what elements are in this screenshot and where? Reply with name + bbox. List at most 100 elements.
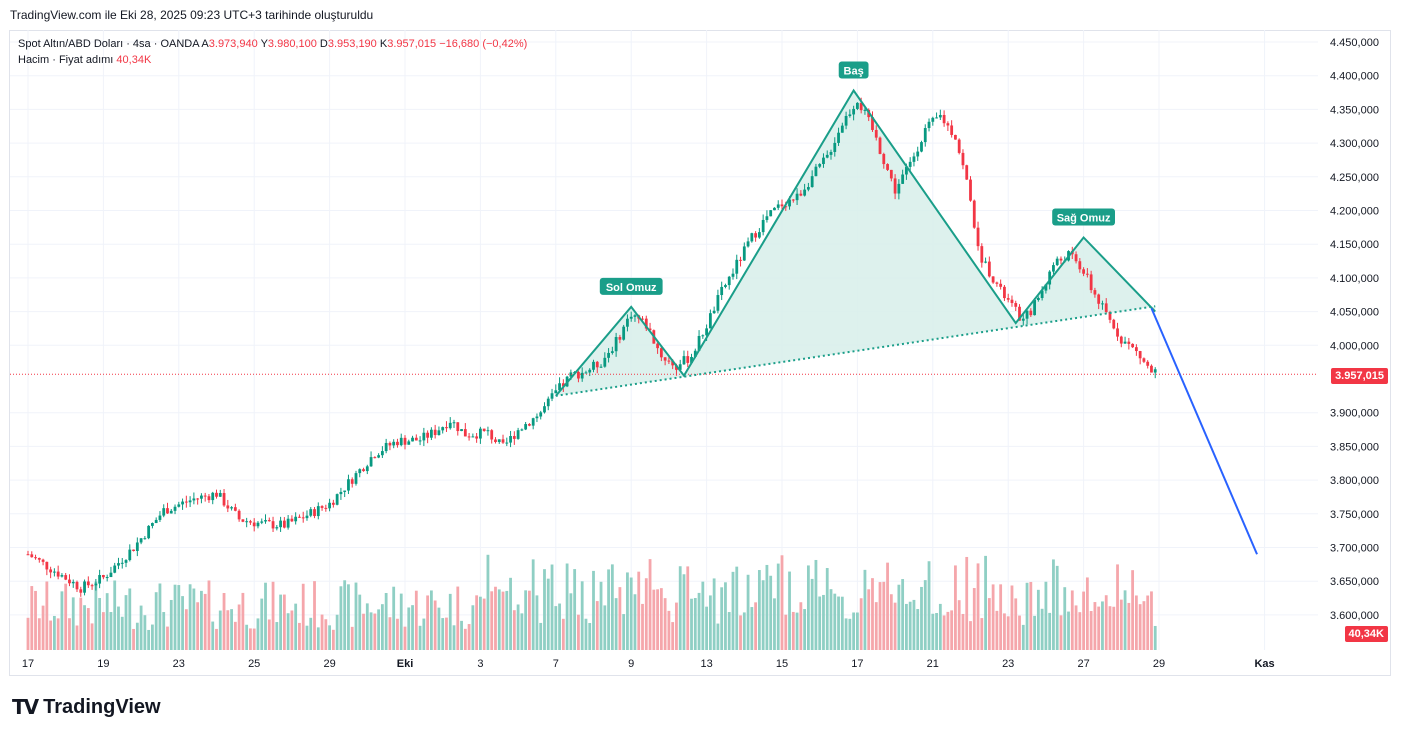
candle-body xyxy=(1108,312,1112,320)
volume-bar xyxy=(889,594,893,650)
candle-body xyxy=(384,442,388,452)
legend-volume-label[interactable]: Hacim · Fiyat adımı xyxy=(18,54,114,66)
volume-bar xyxy=(1138,604,1142,650)
candle-body xyxy=(1010,299,1014,304)
volume-bar xyxy=(746,574,750,650)
volume-bar xyxy=(1146,595,1150,650)
volume-bar xyxy=(388,617,392,650)
volume-bar xyxy=(1021,624,1025,650)
y-tick-label: 4.250,000 xyxy=(1330,172,1379,184)
candle-body xyxy=(829,151,833,155)
volume-bar xyxy=(294,603,298,650)
candle-body xyxy=(663,357,667,361)
candle-body xyxy=(249,521,252,523)
candle-body xyxy=(120,562,124,564)
volume-bar xyxy=(1097,606,1101,650)
volume-bar xyxy=(222,593,226,650)
volume-bar xyxy=(230,609,233,650)
volume-bar xyxy=(343,580,347,650)
volume-bar xyxy=(132,628,135,650)
volume-bar xyxy=(1082,591,1085,650)
candle-body xyxy=(354,473,358,484)
candle-body xyxy=(1119,336,1123,344)
volume-bar xyxy=(305,625,309,650)
candle-body xyxy=(411,437,414,442)
brand[interactable]: TV TradingView xyxy=(12,695,161,719)
volume-bar xyxy=(45,581,49,650)
pattern-fill xyxy=(555,90,1156,396)
candle-body xyxy=(561,383,565,387)
candle-body xyxy=(350,479,354,484)
volume-bar xyxy=(1112,606,1116,650)
candle-body xyxy=(90,585,94,587)
candle-body xyxy=(463,429,467,437)
candle-body xyxy=(874,129,878,138)
volume-bar xyxy=(463,628,467,650)
volume-bar xyxy=(482,598,486,650)
candle-body xyxy=(445,427,448,429)
volume-bar xyxy=(143,615,147,650)
volume-bar xyxy=(716,623,720,650)
candle-body xyxy=(30,554,34,558)
candle-body xyxy=(720,286,724,296)
volume-bar xyxy=(147,629,151,650)
candle-body xyxy=(656,343,659,349)
volume-bar xyxy=(286,613,290,650)
candle-body xyxy=(856,102,859,109)
candle-body xyxy=(935,117,938,119)
volume-bar xyxy=(264,582,267,650)
volume-bar xyxy=(256,618,260,650)
candle-body xyxy=(467,436,471,438)
candle-body xyxy=(128,549,132,561)
volume-bar xyxy=(301,583,305,650)
volume-bar xyxy=(1048,612,1052,650)
legend-low-value: 3.953,190 xyxy=(327,38,377,50)
candle-body xyxy=(1142,358,1146,362)
candle-body xyxy=(211,492,215,501)
candle-body xyxy=(901,174,905,184)
volume-bar xyxy=(984,555,987,650)
volume-bar xyxy=(844,618,848,650)
volume-bar xyxy=(396,618,399,650)
candle-body xyxy=(260,521,264,523)
candle-body xyxy=(79,589,83,593)
volume-bar xyxy=(675,602,678,650)
candle-body xyxy=(852,108,856,115)
volume-bar xyxy=(633,594,637,650)
candle-body xyxy=(1112,319,1116,329)
volume-bar xyxy=(965,556,969,650)
candle-body xyxy=(520,429,524,431)
candle-body xyxy=(252,522,256,527)
x-tick-label: 19 xyxy=(97,658,109,670)
candle-body xyxy=(396,441,399,446)
volume-bar xyxy=(920,586,923,650)
volume-bar xyxy=(731,571,735,650)
volume-bar xyxy=(313,581,316,650)
y-tick-label: 3.650,000 xyxy=(1330,576,1379,588)
x-tick-label: 7 xyxy=(553,658,559,670)
candle-body xyxy=(588,369,592,373)
volume-bar xyxy=(377,609,381,650)
volume-bar xyxy=(520,613,524,650)
volume-bar xyxy=(203,593,207,650)
volume-bar xyxy=(1108,606,1112,650)
candle-body xyxy=(671,360,675,366)
chart-frame[interactable] xyxy=(9,30,1391,676)
candle-body xyxy=(181,501,184,505)
volume-bar xyxy=(1025,582,1029,650)
volume-bar xyxy=(452,625,456,650)
candle-body xyxy=(539,412,543,417)
volume-bar xyxy=(829,589,833,650)
chart-legend: Spot Altın/ABD Doları · 4sa · OANDA A3.9… xyxy=(18,36,527,68)
legend-symbol[interactable]: Spot Altın/ABD Doları · 4sa · OANDA xyxy=(18,38,199,50)
y-tick-label: 3.750,000 xyxy=(1330,509,1379,521)
candle-body xyxy=(83,581,86,593)
candle-body xyxy=(886,164,889,170)
candle-body xyxy=(490,430,494,440)
candle-body xyxy=(905,166,908,175)
volume-bar xyxy=(34,590,37,650)
candle-body xyxy=(1074,254,1078,262)
volume-bar xyxy=(445,617,448,650)
x-tick-label: Kas xyxy=(1254,658,1274,670)
